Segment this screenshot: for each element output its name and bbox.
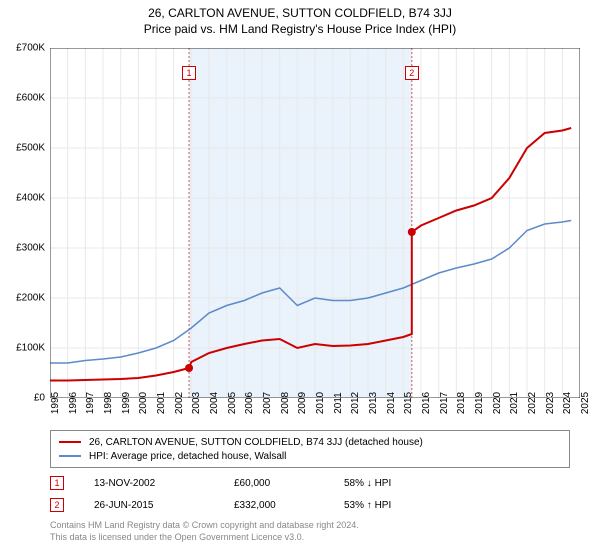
legend-row: HPI: Average price, detached house, Wals… [59, 449, 561, 463]
x-axis-label: 2019 [474, 392, 485, 414]
y-axis-label: £300K [0, 243, 45, 254]
x-axis-label: 2024 [562, 392, 573, 414]
x-axis-label: 1998 [103, 392, 114, 414]
x-axis-label: 2003 [191, 392, 202, 414]
event-marker-2: 2 [405, 66, 419, 80]
x-axis-label: 2006 [244, 392, 255, 414]
x-axis-label: 2012 [350, 392, 361, 414]
x-axis-label: 2023 [545, 392, 556, 414]
x-axis-label: 2018 [456, 392, 467, 414]
event-row: 1 13-NOV-2002 £60,000 58% ↓ HPI [50, 472, 570, 494]
event-row: 2 26-JUN-2015 £332,000 53% ↑ HPI [50, 494, 570, 516]
event-hpi: 53% ↑ HPI [344, 500, 444, 511]
x-axis-label: 2025 [580, 392, 591, 414]
x-axis-label: 2007 [262, 392, 273, 414]
x-axis-label: 2001 [156, 392, 167, 414]
y-axis-label: £700K [0, 43, 45, 54]
x-axis-label: 2008 [280, 392, 291, 414]
x-axis-label: 2015 [403, 392, 414, 414]
x-axis-label: 2004 [209, 392, 220, 414]
x-axis-label: 1996 [68, 392, 79, 414]
chart-title-address: 26, CARLTON AVENUE, SUTTON COLDFIELD, B7… [0, 6, 600, 20]
event-marker-1: 1 [182, 66, 196, 80]
title-block: 26, CARLTON AVENUE, SUTTON COLDFIELD, B7… [0, 0, 600, 36]
legend: 26, CARLTON AVENUE, SUTTON COLDFIELD, B7… [50, 430, 570, 468]
y-axis-label: £0 [0, 393, 45, 404]
legend-swatch [59, 441, 81, 443]
x-axis-label: 2022 [527, 392, 538, 414]
y-axis-label: £100K [0, 343, 45, 354]
legend-row: 26, CARLTON AVENUE, SUTTON COLDFIELD, B7… [59, 435, 561, 449]
chart-svg [50, 48, 580, 398]
x-axis-label: 2009 [297, 392, 308, 414]
chart-container: 26, CARLTON AVENUE, SUTTON COLDFIELD, B7… [0, 0, 600, 560]
y-axis-label: £400K [0, 193, 45, 204]
event-date: 13-NOV-2002 [94, 478, 204, 489]
x-axis-label: 1995 [50, 392, 61, 414]
footer-line2: This data is licensed under the Open Gov… [50, 532, 570, 544]
event-marker: 2 [50, 498, 64, 512]
legend-label: 26, CARLTON AVENUE, SUTTON COLDFIELD, B7… [89, 437, 423, 448]
event-hpi: 58% ↓ HPI [344, 478, 444, 489]
x-axis-label: 2002 [174, 392, 185, 414]
x-axis-label: 2005 [227, 392, 238, 414]
y-axis-label: £200K [0, 293, 45, 304]
events-table: 1 13-NOV-2002 £60,000 58% ↓ HPI 2 26-JUN-2015… [50, 472, 570, 516]
event-date: 26-JUN-2015 [94, 500, 204, 511]
footer-line1: Contains HM Land Registry data © Crown c… [50, 520, 570, 532]
legend-swatch [59, 455, 81, 457]
x-axis-label: 1997 [85, 392, 96, 414]
x-axis-label: 2017 [439, 392, 450, 414]
x-axis-label: 2020 [492, 392, 503, 414]
chart-subtitle: Price paid vs. HM Land Registry's House … [0, 22, 600, 36]
x-axis-label: 2016 [421, 392, 432, 414]
x-axis-label: 2010 [315, 392, 326, 414]
event-marker: 1 [50, 476, 64, 490]
x-axis-label: 2014 [386, 392, 397, 414]
x-axis-label: 2013 [368, 392, 379, 414]
footer-attribution: Contains HM Land Registry data © Crown c… [50, 520, 570, 543]
x-axis-label: 1999 [121, 392, 132, 414]
x-axis-label: 2021 [509, 392, 520, 414]
y-axis-label: £600K [0, 93, 45, 104]
event-price: £60,000 [234, 478, 314, 489]
legend-label: HPI: Average price, detached house, Wals… [89, 451, 286, 462]
y-axis-label: £500K [0, 143, 45, 154]
event-price: £332,000 [234, 500, 314, 511]
x-axis-label: 2000 [138, 392, 149, 414]
x-axis-label: 2011 [333, 392, 344, 414]
chart-area: £0£100K£200K£300K£400K£500K£600K£700K 19… [50, 48, 580, 398]
